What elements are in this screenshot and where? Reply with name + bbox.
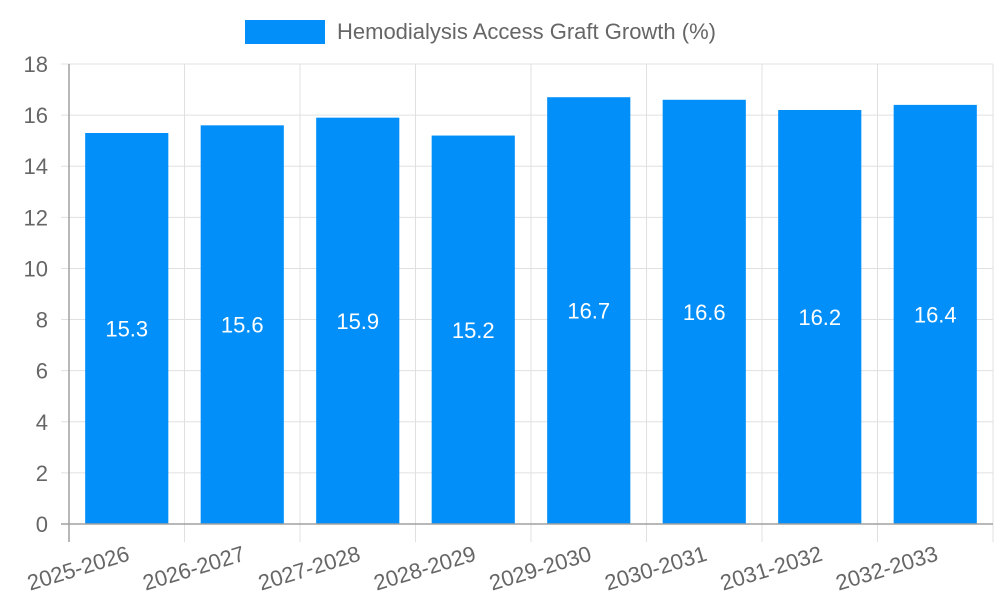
x-tick-label: 2032-2033 xyxy=(833,541,941,596)
y-tick-label: 8 xyxy=(36,308,48,333)
legend-swatch xyxy=(245,20,325,44)
x-tick-label: 2027-2028 xyxy=(255,541,363,596)
data-label: 15.2 xyxy=(452,318,495,343)
x-tick-label: 2029-2030 xyxy=(486,541,594,596)
data-label: 15.3 xyxy=(105,317,148,342)
y-tick-label: 14 xyxy=(24,154,48,179)
bar-2025-2026[interactable] xyxy=(85,133,169,524)
x-tick-label: 2025-2026 xyxy=(24,541,132,596)
x-tick-label: 2030-2031 xyxy=(602,541,710,596)
bar-2032-2033[interactable] xyxy=(893,104,977,524)
y-tick-label: 10 xyxy=(24,256,48,281)
x-tick-label: 2028-2029 xyxy=(371,541,479,596)
bar-2026-2027[interactable] xyxy=(200,125,284,524)
axes xyxy=(61,64,993,542)
bar-2028-2029[interactable] xyxy=(431,135,515,525)
bar-2030-2031[interactable] xyxy=(662,99,746,525)
chart-legend[interactable]: Hemodialysis Access Graft Growth (%) xyxy=(245,19,716,44)
data-label: 16.7 xyxy=(567,299,610,324)
data-labels: 15.3 15.6 15.9 15.2 16.7 16.6 16.2 16.4 xyxy=(105,299,956,343)
bar-2029-2030[interactable] xyxy=(547,97,631,524)
data-label: 15.9 xyxy=(336,309,379,334)
legend-label: Hemodialysis Access Graft Growth (%) xyxy=(337,19,716,44)
data-label: 15.6 xyxy=(221,313,264,338)
y-tick-label: 18 xyxy=(24,52,48,77)
y-tick-label: 6 xyxy=(36,359,48,384)
y-tick-label: 16 xyxy=(24,103,48,128)
x-tick-label: 2031-2032 xyxy=(717,541,825,596)
y-axis-ticks: 0 2 4 6 8 10 12 14 16 18 xyxy=(24,52,48,537)
y-tick-label: 12 xyxy=(24,205,48,230)
bars xyxy=(85,97,977,525)
x-axis-ticks: 2025-2026 2026-2027 2027-2028 2028-2029 2029… xyxy=(24,541,940,596)
y-tick-label: 2 xyxy=(36,461,48,486)
y-tick-label: 0 xyxy=(36,512,48,537)
bar-2027-2028[interactable] xyxy=(316,117,400,525)
x-tick-label: 2026-2027 xyxy=(140,541,248,596)
data-label: 16.4 xyxy=(914,302,957,327)
data-label: 16.6 xyxy=(683,300,726,325)
data-label: 16.2 xyxy=(798,305,841,330)
bar-2031-2032[interactable] xyxy=(778,110,862,524)
y-tick-label: 4 xyxy=(36,410,48,435)
